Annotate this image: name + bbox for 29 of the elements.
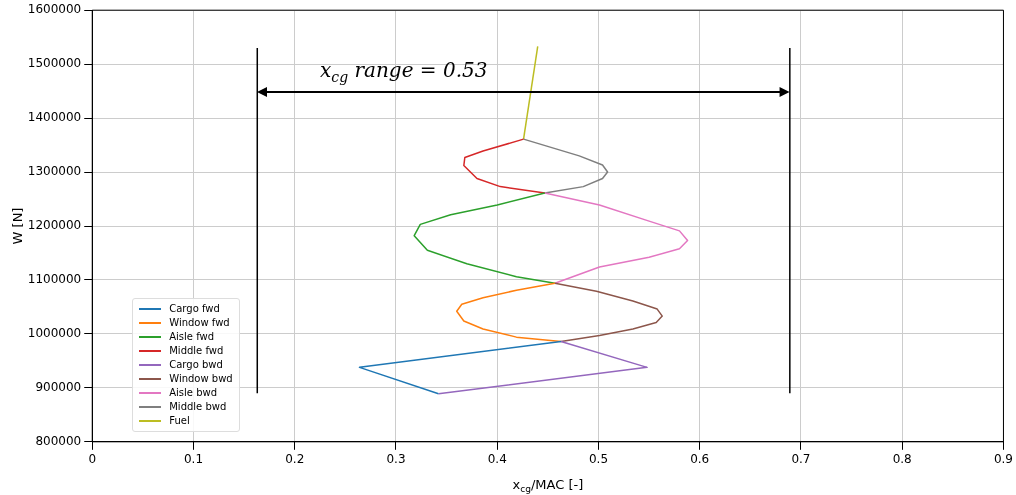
x-tick-label: 0.4 [487, 452, 507, 467]
legend-label: Window fwd [169, 315, 230, 330]
x-tick-label: 0.9 [993, 452, 1013, 467]
y-tick-label: 1100000 [27, 272, 82, 287]
y-tick-label: 1200000 [27, 218, 82, 233]
y-tick-label: 1500000 [27, 56, 82, 71]
x-tick-label: 0.1 [183, 452, 204, 467]
y-tick-label: 1000000 [27, 326, 82, 341]
legend-label: Cargo bwd [169, 357, 223, 372]
legend-label: Cargo fwd [169, 301, 220, 316]
legend-label: Window bwd [169, 371, 233, 386]
x-tick-label: 0.7 [791, 452, 811, 467]
y-axis-title: W [N] [10, 207, 25, 245]
legend-label: Middle bwd [169, 399, 227, 414]
legend-label: Middle fwd [169, 343, 224, 358]
x-tick-label: 0.8 [892, 452, 912, 467]
y-tick-label: 800000 [35, 433, 82, 448]
y-tick-label: 1400000 [27, 110, 82, 125]
x-tick-label: 0.5 [588, 452, 609, 467]
legend-label: Aisle fwd [169, 329, 215, 344]
x-tick-label: 0.6 [690, 452, 710, 467]
x-tick-label: 0.2 [285, 452, 305, 467]
x-tick-label: 0.3 [386, 452, 406, 467]
legend-label: Fuel [169, 413, 190, 428]
x-tick-label: 0 [88, 452, 97, 467]
y-tick-label: 1300000 [27, 164, 82, 179]
legend-label: Aisle bwd [169, 385, 218, 400]
y-tick-label: 1600000 [27, 2, 82, 17]
y-tick-label: 900000 [35, 379, 82, 394]
